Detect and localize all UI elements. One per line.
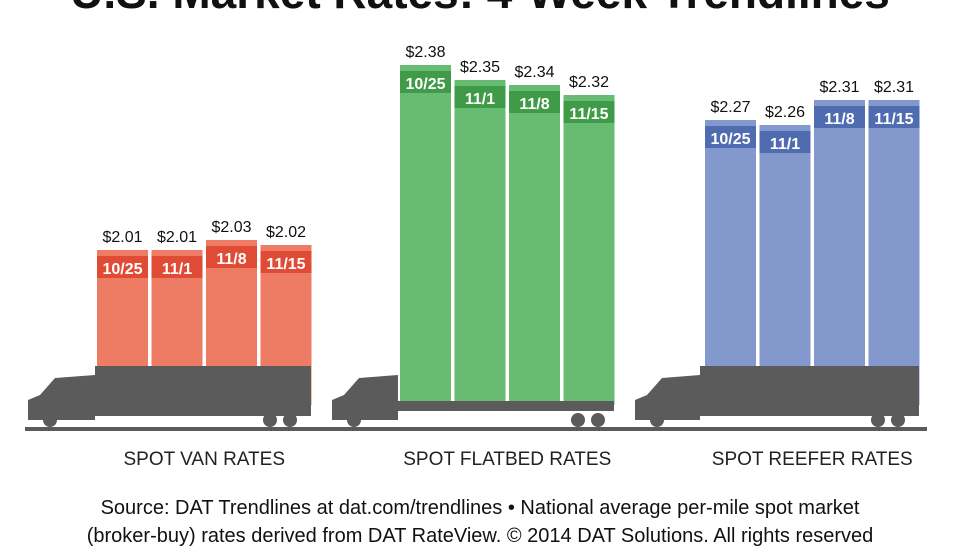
value-label: $2.32 [569, 74, 609, 91]
wheel [891, 413, 905, 427]
bar [454, 80, 506, 405]
source-line: Source: DAT Trendlines at dat.com/trendl… [101, 497, 860, 519]
wheel [871, 413, 885, 427]
bar [759, 125, 811, 405]
bar [400, 65, 451, 405]
value-label: $2.31 [874, 79, 914, 96]
bar-band [759, 131, 811, 153]
bar-category-label: 11/1 [770, 136, 800, 153]
value-label: $2.38 [405, 44, 445, 61]
bar-category-label: 11/15 [266, 256, 305, 273]
cab [28, 375, 95, 420]
source-line: (broker-buy) rates derived from DAT Rate… [87, 525, 874, 547]
bar [509, 85, 560, 405]
wheel [650, 413, 664, 427]
value-label: $2.01 [157, 229, 197, 246]
bar-category-label: 11/15 [569, 106, 608, 123]
bar-category-label: 10/25 [102, 261, 142, 278]
value-label: $2.26 [765, 104, 805, 121]
trucks [25, 366, 927, 431]
bars: 10/25 $2.01 11/1 $2.01 11/8 $2.03 11/15 $2.02 10… [97, 44, 920, 405]
group-label: SPOT REEFER RATES [712, 449, 913, 470]
bar-band [206, 246, 257, 268]
bar-band [151, 256, 203, 278]
value-label: $2.34 [514, 64, 554, 81]
wheel [263, 413, 277, 427]
bar-category-label: 11/8 [519, 96, 549, 113]
wheel [347, 413, 361, 427]
bar-category-label: 11/8 [216, 251, 246, 268]
chart-title: U.S. Market Rates: 4-Week Trendlines [70, 0, 890, 18]
value-label: $2.27 [710, 99, 750, 116]
bar-band [705, 126, 756, 148]
bar-category-label: 11/1 [465, 91, 495, 108]
bar [868, 100, 920, 405]
value-label: $2.35 [460, 59, 500, 76]
bar [705, 120, 756, 405]
bar-category-label: 11/1 [162, 261, 192, 278]
bar-category-label: 11/15 [874, 111, 913, 128]
value-label: $2.01 [102, 229, 142, 246]
bar [814, 100, 865, 405]
group-label: SPOT FLATBED RATES [403, 449, 611, 470]
trailer [95, 366, 311, 416]
bar-category-label: 10/25 [405, 76, 445, 93]
value-label: $2.31 [819, 79, 859, 96]
bar-band [400, 71, 451, 93]
wheel [591, 413, 605, 427]
bar-band [868, 106, 920, 128]
trailer [700, 366, 919, 416]
wheel [571, 413, 585, 427]
bar-band [97, 256, 148, 278]
cab [332, 375, 398, 420]
bar-category-label: 11/8 [824, 111, 854, 128]
bar-band [814, 106, 865, 128]
bar [563, 95, 615, 405]
bar-band [509, 91, 560, 113]
value-label: $2.02 [266, 224, 306, 241]
bar-band [454, 86, 506, 108]
cab [635, 375, 700, 420]
wheel [43, 413, 57, 427]
wheel [283, 413, 297, 427]
bar-band [260, 251, 312, 273]
group-label: SPOT VAN RATES [123, 449, 285, 470]
flatbed [398, 401, 614, 411]
bar-category-label: 10/25 [710, 131, 750, 148]
bar-band [563, 101, 615, 123]
ground-line [25, 427, 927, 431]
value-label: $2.03 [211, 219, 251, 236]
